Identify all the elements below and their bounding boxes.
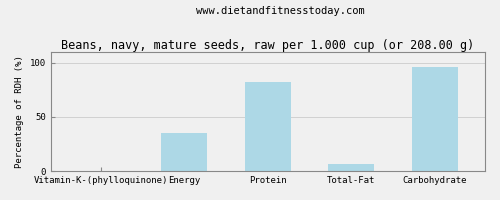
Bar [328,164,374,171]
Title: Beans, navy, mature seeds, raw per 1.000 cup (or 208.00 g): Beans, navy, mature seeds, raw per 1.000… [61,39,474,52]
Bar [161,133,207,171]
Bar [412,67,458,171]
Text: www.dietandfitnesstoday.com: www.dietandfitnesstoday.com [196,6,364,16]
Y-axis label: Percentage of RDH (%): Percentage of RDH (%) [15,55,24,168]
Bar [245,82,290,171]
